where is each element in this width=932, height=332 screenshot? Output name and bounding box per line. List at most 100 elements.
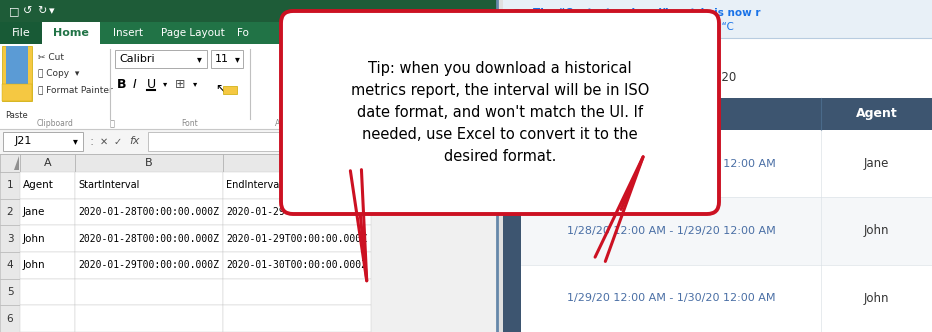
Text: Jan 24, 2020, 12:00 AM - Jan 31, 20: Jan 24, 2020, 12:00 AM - Jan 31, 20 — [529, 71, 737, 85]
Text: Agent: Agent — [856, 108, 898, 121]
Bar — [0, 172, 20, 199]
Text: 📋 Copy  ▾: 📋 Copy ▾ — [38, 69, 79, 78]
Text: Interval: Interval — [644, 108, 698, 121]
Text: Jane: Jane — [23, 207, 46, 217]
Text: Clipboard: Clipboard — [36, 120, 74, 128]
Text: ▾: ▾ — [193, 79, 198, 89]
Text: Tip: when you download a historical
metrics report, the interval will be in ISO
: Tip: when you download a historical metr… — [350, 61, 650, 164]
Bar — [20, 252, 75, 279]
Text: 2020-01-29T00:00:00.000Z: 2020-01-29T00:00:00.000Z — [226, 234, 367, 244]
Text: Fo: Fo — [237, 28, 249, 38]
Text: ↻: ↻ — [37, 6, 47, 16]
Bar — [75, 279, 223, 305]
Text: ⊞: ⊞ — [175, 77, 185, 91]
Text: ↺: ↺ — [23, 6, 33, 16]
Text: Page Layout: Page Layout — [160, 28, 225, 38]
Bar — [223, 279, 371, 305]
Bar — [115, 50, 207, 68]
Bar — [0, 305, 20, 332]
Text: ▾: ▾ — [73, 136, 77, 146]
Text: 1/28/20 12:00 AM - 1/29/20 12:00 AM: 1/28/20 12:00 AM - 1/29/20 12:00 AM — [567, 159, 775, 169]
Text: Font: Font — [182, 120, 199, 128]
Text: John: John — [864, 224, 889, 237]
Bar — [521, 197, 932, 265]
Bar — [0, 0, 497, 332]
Text: C: C — [294, 158, 301, 168]
Bar — [2, 84, 32, 101]
Text: 2020-01-30T00:00:00.000Z: 2020-01-30T00:00:00.000Z — [226, 260, 367, 270]
Text: ▾: ▾ — [163, 79, 167, 89]
Bar — [20, 154, 75, 172]
Bar — [42, 22, 100, 44]
Bar — [0, 154, 497, 172]
Text: :: : — [89, 135, 94, 148]
Text: reports and exported CSV files with “C: reports and exported CSV files with “C — [533, 22, 733, 32]
Bar — [503, 0, 932, 38]
Text: U: U — [147, 77, 157, 91]
Bar — [0, 154, 20, 172]
Text: ▾: ▾ — [235, 54, 240, 64]
Circle shape — [508, 10, 526, 28]
Text: The “Contacts missed” metric is now r: The “Contacts missed” metric is now r — [533, 8, 761, 18]
Bar — [20, 305, 75, 332]
Bar — [223, 172, 371, 199]
Text: 5: 5 — [7, 287, 13, 297]
Text: B: B — [117, 77, 127, 91]
Text: Agent: Agent — [23, 180, 54, 190]
Text: 2020-01-29T00:00:00.000Z: 2020-01-29T00:00:00.000Z — [226, 207, 367, 217]
Text: 6: 6 — [7, 314, 13, 324]
Bar — [0, 129, 497, 154]
Text: J21: J21 — [15, 136, 33, 146]
Text: ✕: ✕ — [100, 136, 108, 146]
Bar — [503, 0, 932, 332]
Bar — [2, 46, 32, 101]
Text: ▾: ▾ — [49, 6, 55, 16]
Text: Ali: Ali — [275, 120, 285, 128]
Bar — [20, 279, 75, 305]
Bar — [0, 44, 497, 129]
Bar — [6, 46, 28, 84]
Text: EndInterval: EndInterval — [226, 180, 282, 190]
Text: A: A — [44, 158, 51, 168]
Bar — [521, 265, 932, 332]
Polygon shape — [14, 156, 19, 170]
Bar — [223, 86, 237, 94]
Text: Calibri: Calibri — [119, 54, 155, 64]
Text: Jane: Jane — [864, 157, 889, 170]
Bar — [211, 50, 243, 68]
Text: i: i — [515, 14, 519, 24]
Text: 🖌 Format Painter: 🖌 Format Painter — [38, 86, 113, 95]
Bar — [20, 172, 75, 199]
Bar — [75, 305, 223, 332]
Text: ↖: ↖ — [215, 82, 226, 96]
Bar — [75, 172, 223, 199]
Text: 1/28/20 12:00 AM - 1/29/20 12:00 AM: 1/28/20 12:00 AM - 1/29/20 12:00 AM — [567, 226, 775, 236]
Bar — [3, 132, 83, 151]
Text: 1: 1 — [7, 180, 13, 190]
Bar — [223, 252, 371, 279]
Text: □: □ — [8, 6, 20, 16]
Bar — [223, 199, 371, 225]
Text: Insert: Insert — [113, 28, 143, 38]
Text: File: File — [11, 28, 31, 38]
Text: John: John — [864, 292, 889, 305]
Text: 1/29/20 12:00 AM - 1/30/20 12:00 AM: 1/29/20 12:00 AM - 1/30/20 12:00 AM — [567, 293, 775, 303]
FancyBboxPatch shape — [281, 11, 719, 214]
Bar — [20, 225, 75, 252]
Bar — [223, 305, 371, 332]
Text: John: John — [23, 234, 46, 244]
Bar — [0, 279, 20, 305]
Text: 2020-01-28T00:00:00.000Z: 2020-01-28T00:00:00.000Z — [78, 207, 219, 217]
Text: fx: fx — [130, 136, 140, 146]
Bar — [75, 252, 223, 279]
Bar — [503, 38, 521, 332]
Bar — [0, 22, 497, 44]
Bar — [223, 225, 371, 252]
Bar — [521, 130, 932, 197]
Text: B: B — [145, 158, 153, 168]
Text: 2020-01-29T00:00:00.000Z: 2020-01-29T00:00:00.000Z — [78, 260, 219, 270]
Bar — [20, 199, 75, 225]
Text: ꟷ: ꟷ — [109, 120, 115, 128]
Text: 2020-01-28T00:00:00.000Z: 2020-01-28T00:00:00.000Z — [78, 234, 219, 244]
Bar — [0, 0, 497, 22]
